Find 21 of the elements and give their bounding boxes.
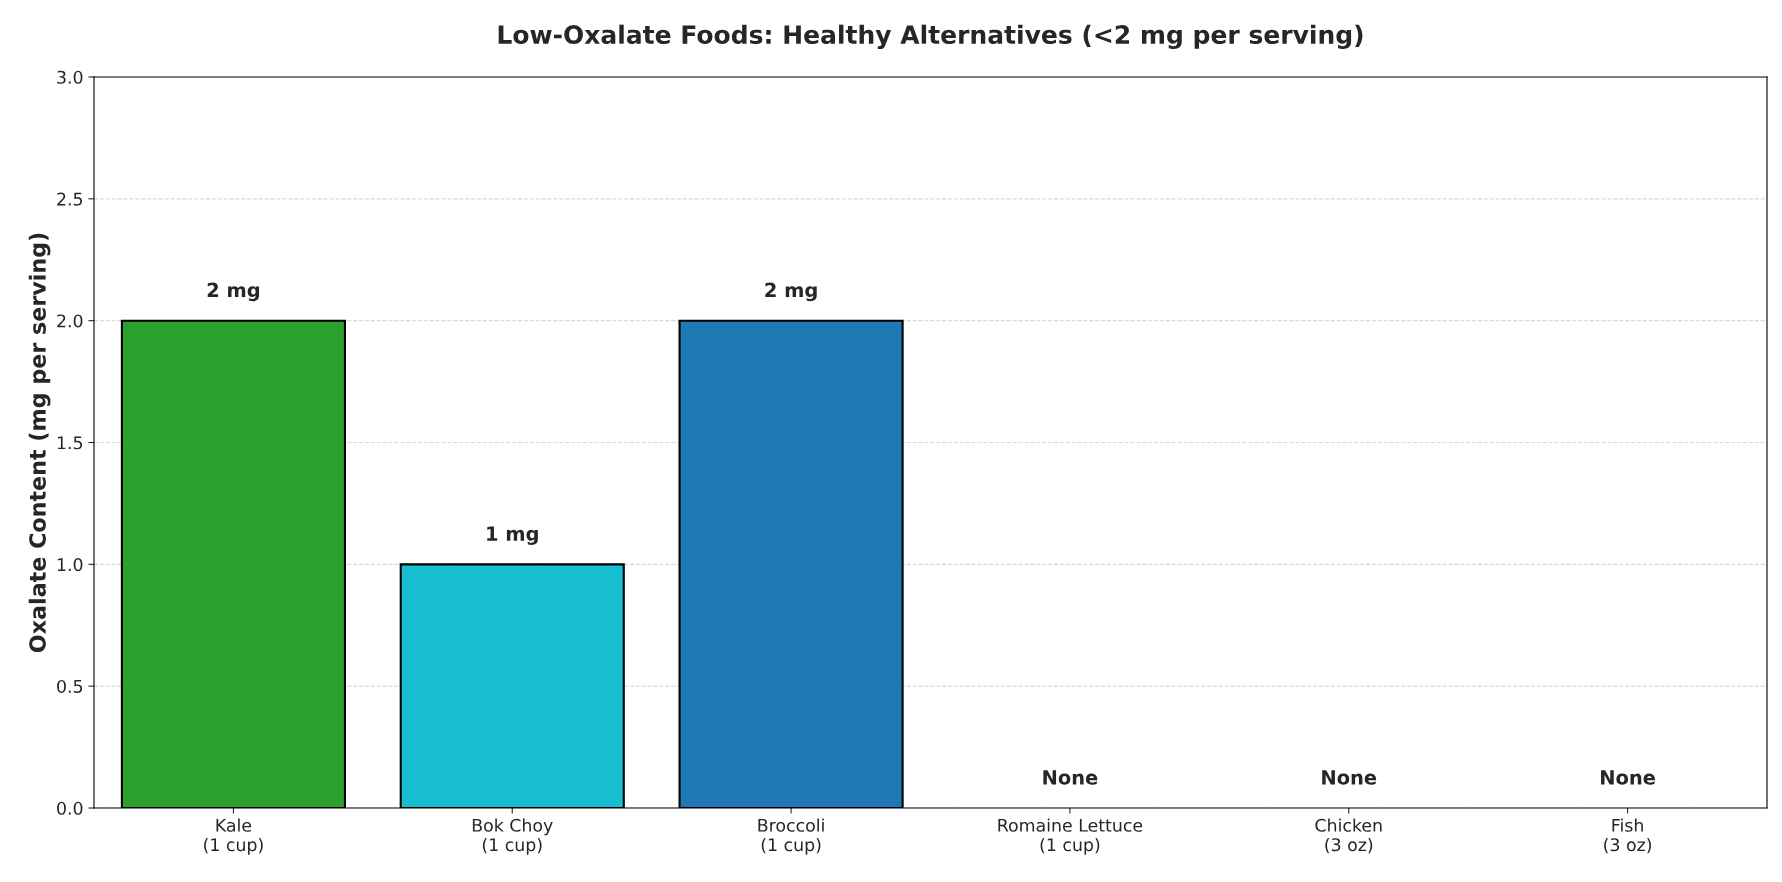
data-label: None: [1601, 770, 1655, 785]
y-tick-label: 2.5: [57, 192, 83, 206]
data-label: None: [1043, 770, 1098, 785]
data-label: None: [1322, 770, 1377, 785]
y-tick-label: 0.0: [57, 801, 83, 815]
y-tick-label: 3.0: [57, 70, 83, 84]
y-tick-label: 0.5: [57, 679, 83, 694]
data-label: 2 mg: [207, 282, 260, 302]
x-tick-label: Bok Choy (1 cup): [472, 818, 553, 855]
x-tick-label: Kale (1 cup): [204, 818, 263, 855]
y-tick-label: 1.5: [57, 436, 83, 450]
y-tick-label: 2.0: [57, 314, 83, 328]
chart-title: Low-Oxalate Foods: Healthy Alternatives (<2 mg per serving): [498, 24, 1363, 50]
x-tick-label: Fish (3 oz): [1604, 818, 1652, 854]
data-label: 2 mg: [765, 282, 817, 302]
y-tick-label: 1.0: [57, 558, 83, 572]
data-label: 1 mg: [487, 526, 538, 545]
x-tick-label: Romaine Lettuce (1 cup): [998, 818, 1143, 855]
y-axis-title: Oxalate Content (mg per serving): [28, 233, 51, 653]
x-tick-label: Chicken (3 oz): [1315, 818, 1382, 854]
x-tick-label: Broccoli (1 cup): [758, 818, 824, 855]
